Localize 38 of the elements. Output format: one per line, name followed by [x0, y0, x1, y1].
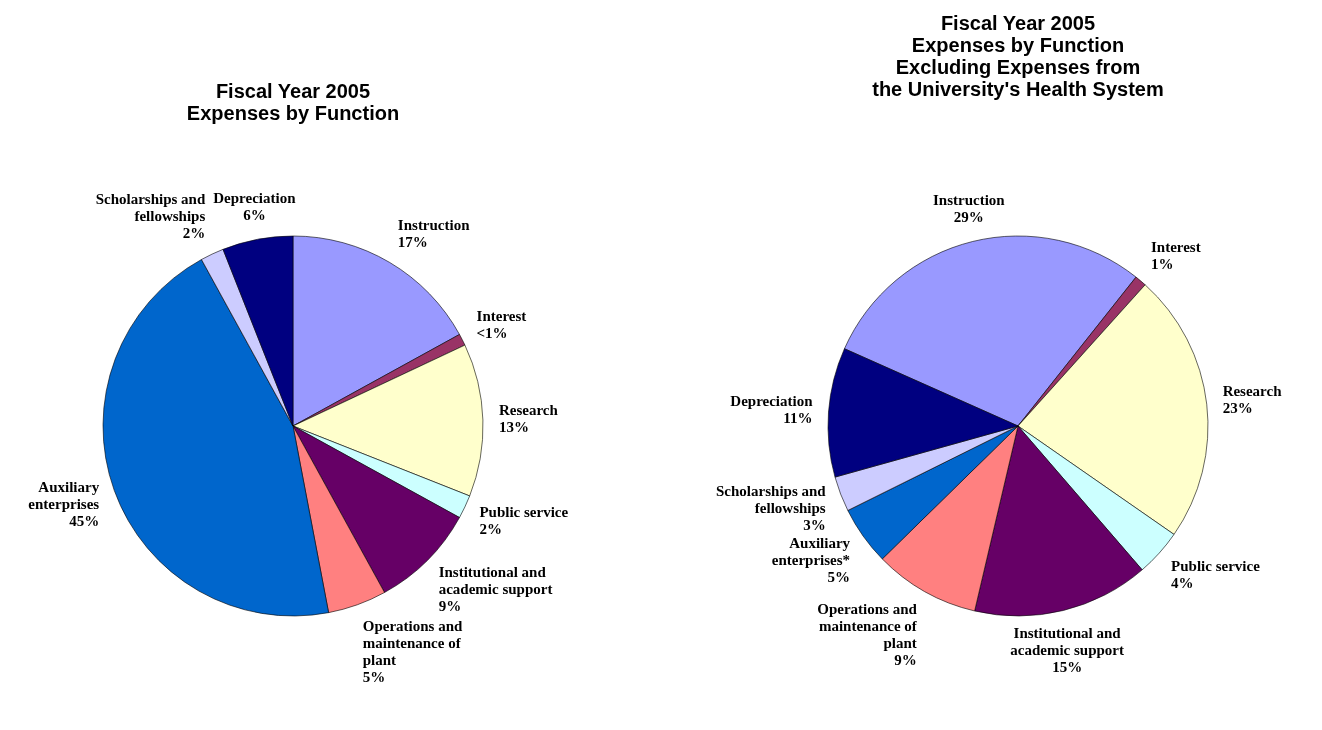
data-label: 9% — [894, 652, 917, 669]
data-label: 9% — [438, 598, 462, 615]
data-label: 45% — [69, 512, 100, 529]
data-label: <1% — [476, 324, 508, 341]
data-label: 3% — [803, 517, 826, 534]
slice-label: Public service — [1171, 558, 1261, 575]
data-label: 5% — [827, 568, 851, 585]
data-label: 5% — [362, 668, 386, 685]
slice-label: Operations and maintenance of plant — [817, 601, 918, 652]
chart-title: Fiscal Year 2005 Expenses by Function Excluding Expenses from the University's Health System — [872, 12, 1164, 100]
data-label: 4% — [1171, 575, 1194, 592]
slice-label: Institutional and academic support — [1010, 625, 1125, 659]
slice-label: Auxiliary enterprises — [28, 478, 100, 512]
data-label: 15% — [1052, 659, 1083, 676]
slice-label: Depreciation — [213, 189, 297, 206]
data-label: 17% — [397, 234, 428, 251]
data-label: 1% — [1150, 255, 1174, 272]
slice-label: Interest — [476, 307, 527, 324]
slice-label: Depreciation — [730, 392, 814, 409]
slice-label: Instruction — [933, 192, 1006, 209]
slice-label: Instruction — [397, 217, 471, 234]
data-label: 23% — [1222, 400, 1253, 417]
data-label: 11% — [783, 409, 813, 426]
data-label: 6% — [243, 206, 266, 223]
slice-label: Scholarships and fellowships — [95, 191, 206, 225]
slice-label: Public service — [479, 503, 569, 520]
chart-title: Fiscal Year 2005 Expenses by Function — [186, 80, 400, 124]
slice-label: Auxiliary enterprises* — [771, 534, 851, 568]
slice-label: Research — [1222, 383, 1283, 400]
data-label: 2% — [182, 225, 206, 242]
data-label: 29% — [953, 209, 984, 226]
slice-label: Research — [498, 402, 559, 418]
slice-label: Scholarships and fellowships — [716, 483, 827, 517]
data-label: 13% — [498, 419, 529, 435]
data-label: 2% — [479, 520, 502, 537]
slice-label: Institutional and academic support — [438, 564, 553, 598]
slice-label: Operations and maintenance of plant — [362, 617, 464, 668]
slice-label: Interest — [1150, 238, 1201, 255]
